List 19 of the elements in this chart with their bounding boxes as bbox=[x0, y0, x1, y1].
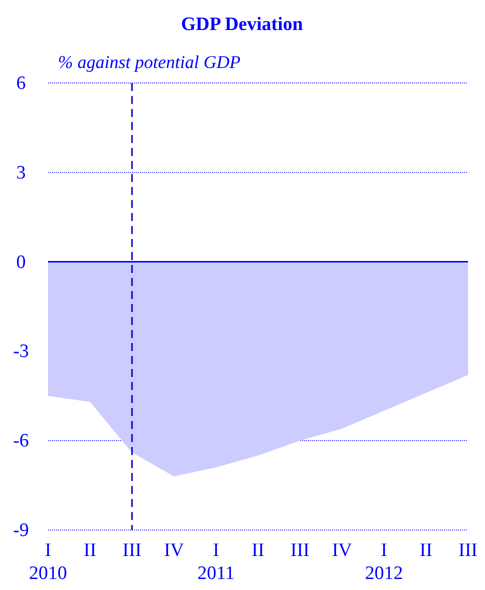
y-tick-label: -9 bbox=[13, 520, 29, 541]
y-tick-label: 0 bbox=[16, 252, 26, 273]
x-tick-label: II bbox=[420, 540, 432, 561]
x-tick-label: IV bbox=[164, 540, 184, 561]
y-tick-label: -6 bbox=[13, 430, 29, 452]
y-tick-label: 3 bbox=[16, 162, 26, 184]
x-tick-label: II bbox=[252, 540, 264, 561]
y-tick-label: 6 bbox=[16, 73, 26, 94]
y-tick-label: -3 bbox=[13, 341, 29, 362]
x-tick-label: I 2010 bbox=[29, 540, 67, 584]
x-tick-label: I 2012 bbox=[365, 540, 403, 584]
x-tick-label: III bbox=[122, 540, 142, 561]
chart-title: GDP Deviation bbox=[181, 14, 304, 35]
x-tick-label: I 2011 bbox=[197, 540, 235, 584]
x-tick-label: III bbox=[290, 540, 310, 561]
x-tick-label: II bbox=[84, 540, 96, 561]
x-tick-label: III bbox=[458, 540, 478, 561]
y-axis-title: % against potential GDP bbox=[58, 52, 240, 72]
x-tick-label: IV bbox=[332, 540, 352, 561]
